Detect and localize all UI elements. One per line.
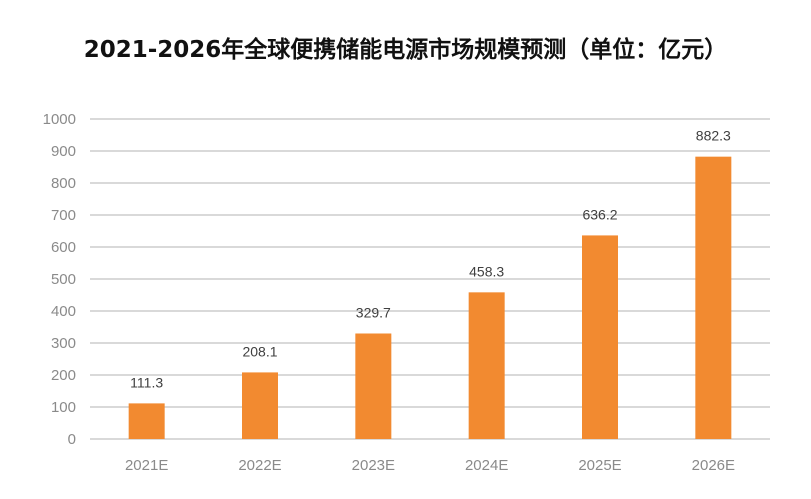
y-tick-label: 600 <box>51 239 76 256</box>
bar-2026E <box>695 156 732 439</box>
y-tick-label: 400 <box>51 303 76 320</box>
value-label-2025E: 636.2 <box>582 206 617 222</box>
x-tick-label-2022E: 2022E <box>238 457 281 474</box>
y-tick-label: 100 <box>51 399 76 416</box>
y-tick-label: 0 <box>68 431 76 448</box>
y-tick-label: 200 <box>51 367 76 384</box>
bar-2022E <box>242 372 278 439</box>
value-label-2026E: 882.3 <box>696 128 731 144</box>
y-tick-label: 500 <box>51 271 76 288</box>
bar-series <box>128 156 732 439</box>
value-label-2023E: 329.7 <box>356 304 391 320</box>
x-tick-label-2024E: 2024E <box>465 457 508 474</box>
bar-2021E <box>128 403 165 439</box>
gridlines <box>90 118 770 440</box>
x-tick-label-2021E: 2021E <box>125 457 168 474</box>
x-tick-label-2025E: 2025E <box>578 457 621 474</box>
x-tick-label-2023E: 2023E <box>352 457 395 474</box>
y-tick-label: 900 <box>51 143 76 160</box>
chart-title: 2021-2026年全球便携储能电源市场规模预测（单位：亿元） <box>83 37 728 63</box>
bar-2025E <box>582 235 618 439</box>
y-tick-label: 700 <box>51 207 76 224</box>
y-tick-label: 800 <box>51 175 76 192</box>
value-label-2021E: 111.3 <box>130 374 163 390</box>
value-label-2024E: 458.3 <box>469 263 504 279</box>
x-tick-label-2026E: 2026E <box>692 457 735 474</box>
y-tick-label: 300 <box>51 335 76 352</box>
value-label-2022E: 208.1 <box>242 343 277 359</box>
x-axis: 2021E 2022E 2023E 2024E 2025E 2026E <box>125 457 735 474</box>
bar-2023E <box>355 333 392 439</box>
value-labels: 111.3 208.1 329.7 458.3 636.2 882.3 <box>130 128 731 391</box>
bar-2024E <box>468 292 505 439</box>
y-tick-label: 1000 <box>43 111 76 128</box>
y-axis: 0 100 200 300 400 500 600 700 800 900 1000 <box>43 111 76 448</box>
